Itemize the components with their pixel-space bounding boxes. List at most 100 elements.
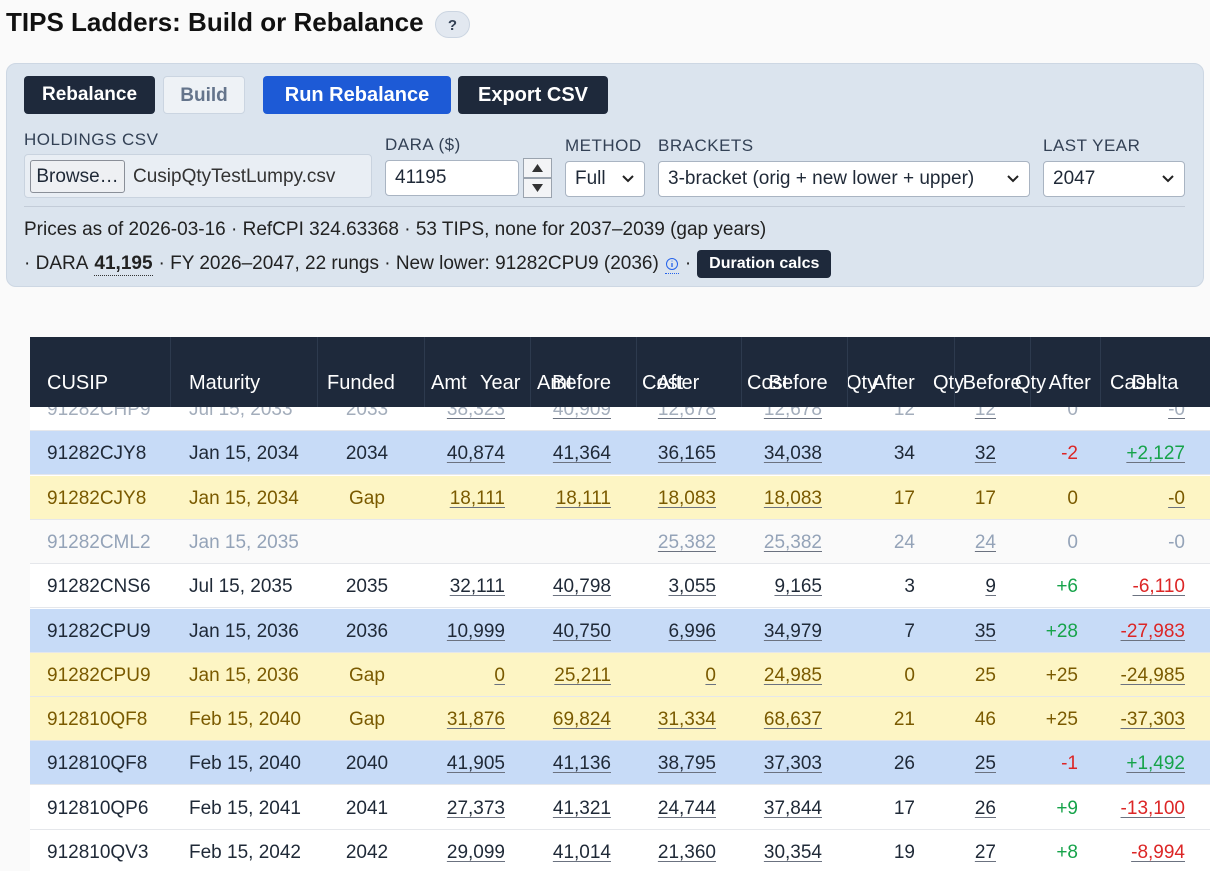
holdings-table: CUSIP Maturity Funded Year Amt Before Amt Af… bbox=[30, 337, 1210, 871]
table-row: 912810QP6 Feb 15, 2041 2041 27,373 41,321 24,… bbox=[30, 785, 1210, 830]
column-separator bbox=[170, 337, 171, 407]
table-cell: 26 bbox=[893, 753, 915, 775]
method-select[interactable]: Full bbox=[565, 161, 645, 197]
table-cell: 17 bbox=[893, 487, 915, 509]
run-button[interactable]: Run Rebalance bbox=[263, 76, 451, 114]
browse-button[interactable]: Browse… bbox=[30, 160, 125, 193]
table-cell: 91282CJY8 bbox=[47, 443, 147, 465]
info-text: · bbox=[684, 253, 692, 274]
table-row: 91282CPU9 Jan 15, 2036 2036 10,999 40,750 6,9… bbox=[30, 608, 1210, 653]
column-header: Qty Before bbox=[846, 372, 1022, 394]
table-cell: Jan 15, 2036 bbox=[189, 664, 299, 686]
column-separator bbox=[741, 337, 742, 407]
table-row: 91282CML2 Jan 15, 2035 25,382 25,382 24 24 0 -0 bbox=[30, 519, 1210, 564]
column-header: Maturity bbox=[189, 372, 261, 394]
table-cell: +1,492 bbox=[1126, 753, 1185, 775]
duration-button[interactable]: Duration calcs bbox=[697, 250, 832, 278]
table-cell: -0 bbox=[1168, 487, 1185, 509]
table-cell: 25,382 bbox=[763, 531, 822, 553]
table-cell: 38,795 bbox=[657, 753, 716, 775]
info-line: · DARA 41,195 · FY 2026–2047, 22 rungs ·… bbox=[24, 250, 832, 278]
table-cell: 25 bbox=[974, 664, 996, 686]
table-cell: -1 bbox=[1061, 753, 1078, 775]
help-button[interactable]: ? bbox=[435, 11, 470, 38]
table-cell: 10,999 bbox=[446, 620, 505, 642]
info-icon[interactable] bbox=[664, 255, 679, 274]
table-cell: -27,983 bbox=[1120, 620, 1185, 642]
table-row: 91282CJY8 Jan 15, 2034 2034 40,874 41,364 36,… bbox=[30, 431, 1210, 476]
table-cell: 32 bbox=[974, 443, 996, 465]
table-cell: -13,100 bbox=[1120, 797, 1185, 819]
table-cell: 41,321 bbox=[552, 797, 611, 819]
table-cell: +25 bbox=[1045, 664, 1078, 686]
table-cell: -24,985 bbox=[1120, 664, 1185, 686]
table-cell: 41,014 bbox=[552, 842, 611, 863]
info-text: · DARA bbox=[24, 253, 89, 274]
last-year-select[interactable]: 2047 bbox=[1043, 161, 1185, 197]
table-cell: 41,364 bbox=[552, 443, 611, 465]
table-cell: 18,111 bbox=[449, 487, 505, 509]
select-value: 2047 bbox=[1053, 168, 1096, 189]
column-separator bbox=[1030, 337, 1031, 407]
table-cell: 69,824 bbox=[552, 709, 611, 731]
brackets-select[interactable]: 3-bracket (orig + new lower + upper) bbox=[658, 161, 1030, 197]
table-cell: 0 bbox=[705, 664, 716, 686]
column-separator bbox=[1100, 337, 1101, 407]
column-separator bbox=[847, 337, 848, 407]
table-cell: 91282CNS6 bbox=[47, 576, 151, 598]
table-cell: 34,038 bbox=[763, 443, 822, 465]
table-cell: 25 bbox=[974, 753, 996, 775]
column-header: Qty After bbox=[933, 372, 1091, 394]
table-cell: 26 bbox=[974, 797, 996, 819]
page-title: TIPS Ladders: Build or Rebalance bbox=[6, 7, 424, 37]
table-cell: 17 bbox=[974, 487, 996, 509]
table-cell: -37,303 bbox=[1120, 709, 1185, 731]
table-row: 91282CNS6 Jul 15, 2035 2035 32,111 40,798 3,0… bbox=[30, 564, 1210, 609]
column-separator bbox=[530, 337, 531, 407]
table-cell: 21,360 bbox=[657, 842, 716, 863]
build-tab[interactable]: Build bbox=[163, 76, 245, 114]
table-cell: 9 bbox=[985, 576, 996, 598]
chevron bbox=[1162, 175, 1174, 183]
column-separator bbox=[954, 337, 955, 407]
field-label: METHOD bbox=[565, 136, 642, 155]
table-cell: +28 bbox=[1045, 620, 1078, 642]
table-cell: 0 bbox=[1067, 531, 1078, 553]
table-cell: 91282CPU9 bbox=[47, 664, 151, 686]
table-cell: 30,354 bbox=[763, 842, 822, 863]
table-cell: 3 bbox=[904, 576, 915, 598]
table-cell: Jul 15, 2035 bbox=[189, 576, 293, 598]
table-cell: 25,211 bbox=[554, 664, 611, 686]
table-cell: 36,165 bbox=[657, 443, 716, 465]
table-cell: 0 bbox=[904, 664, 915, 686]
spinner[interactable] bbox=[523, 158, 552, 198]
divider bbox=[24, 206, 1185, 207]
field-label: HOLDINGS CSV bbox=[24, 130, 159, 149]
rebalance-tab[interactable]: Rebalance bbox=[24, 76, 155, 114]
field-label: BRACKETS bbox=[658, 136, 754, 155]
table-cell: +6 bbox=[1056, 576, 1078, 598]
table-row: 91282CJY8 Jan 15, 2034 Gap 18,111 18,111 18,0… bbox=[30, 475, 1210, 520]
table-cell: Jan 15, 2034 bbox=[189, 443, 299, 465]
table-cell: Gap bbox=[349, 487, 385, 509]
table-cell: Jan 15, 2034 bbox=[189, 487, 299, 509]
table-cell: 0 bbox=[494, 664, 505, 686]
table-cell: 41,136 bbox=[552, 753, 611, 775]
chevron bbox=[1007, 175, 1019, 183]
table-cell: 41,905 bbox=[446, 753, 505, 775]
column-header: Amt After bbox=[537, 372, 700, 394]
table-cell: 37,303 bbox=[763, 753, 822, 775]
table-cell: 0 bbox=[1067, 487, 1078, 509]
table-cell: 912810QV3 bbox=[47, 842, 149, 863]
table-cell: +9 bbox=[1056, 797, 1078, 819]
table-cell: 24,985 bbox=[763, 664, 822, 686]
table-cell: 2036 bbox=[345, 620, 389, 642]
table-cell: 24 bbox=[893, 531, 915, 553]
select-value: 3-bracket (orig + new lower + upper) bbox=[668, 168, 975, 189]
table-cell: -2 bbox=[1061, 443, 1078, 465]
export-button[interactable]: Export CSV bbox=[458, 76, 608, 114]
table-cell: 29,099 bbox=[446, 842, 505, 863]
dara-input[interactable]: 41195 bbox=[385, 160, 519, 196]
table-cell: 18,083 bbox=[763, 487, 822, 509]
chevron bbox=[622, 175, 634, 183]
